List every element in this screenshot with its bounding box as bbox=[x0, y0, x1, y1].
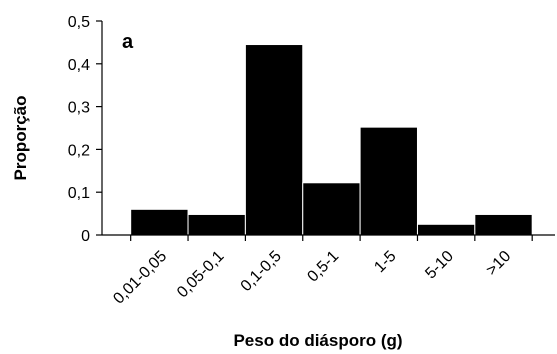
y-tick-label: 0,1 bbox=[68, 185, 90, 202]
bar-0,1-0,5 bbox=[244, 44, 304, 236]
x-tick-label: 0,05-0,1 bbox=[174, 248, 228, 302]
bar-1-5 bbox=[359, 126, 418, 236]
bar-0,05-0,1 bbox=[187, 213, 246, 236]
y-tick-label: 0 bbox=[81, 228, 90, 245]
x-axis-title: Peso do diásporo (g) bbox=[233, 331, 402, 350]
x-tick-label: 1-5 bbox=[371, 248, 399, 276]
x-tick-label: 0,01-0,05 bbox=[110, 248, 170, 308]
x-tick-label: 0,1-0,5 bbox=[238, 248, 285, 295]
axes-group: 0 0,1 0,2 0,3 0,4 0,5 0,01-0,05 0,05-0,1 0,1-0,5… bbox=[68, 14, 555, 308]
bars-group bbox=[130, 44, 533, 236]
y-tick-label: 0,4 bbox=[68, 57, 90, 74]
x-tick-label: >10 bbox=[483, 248, 514, 279]
x-tick-label: 5-10 bbox=[422, 248, 457, 283]
bar->10 bbox=[474, 213, 533, 236]
panel-label: a bbox=[122, 31, 134, 53]
y-axis-title: Proporção bbox=[11, 95, 30, 180]
bar-0,01-0,05 bbox=[130, 208, 189, 236]
bar-5-10 bbox=[416, 223, 476, 236]
y-tick-label: 0,3 bbox=[68, 100, 90, 117]
bar-0,5-1 bbox=[302, 182, 361, 236]
y-tick-label: 0,2 bbox=[68, 142, 90, 159]
y-tick-label: 0,5 bbox=[68, 14, 90, 31]
x-tick-label: 0,5-1 bbox=[304, 248, 342, 286]
